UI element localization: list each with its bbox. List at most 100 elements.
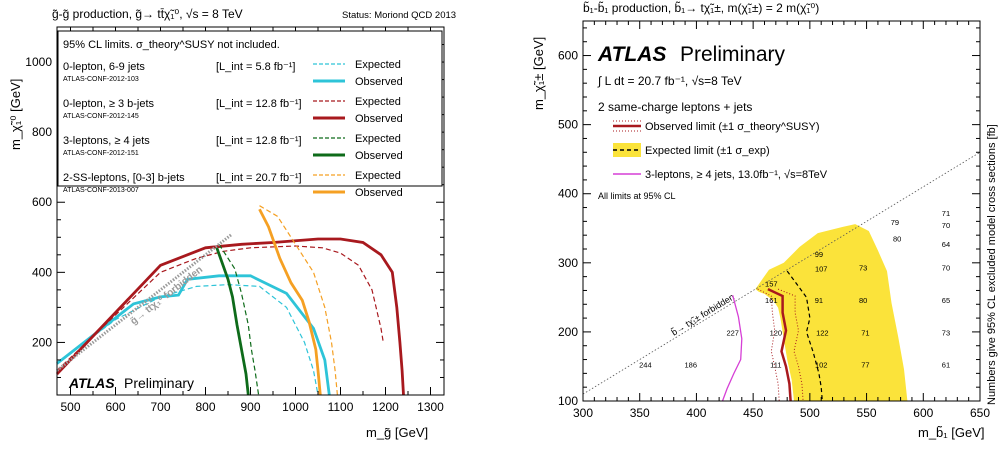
right-ytick-label: 500 [558, 118, 578, 132]
cross-section-value: 70 [942, 264, 950, 273]
right-expected-band [755, 224, 908, 401]
left-legend-observed-label: Observed [355, 150, 403, 162]
right-ytick-label: 200 [558, 325, 578, 339]
left-ytick-label: 1000 [25, 55, 52, 69]
cross-section-value: 244 [639, 360, 652, 369]
left-legend-expected-label: Expected [355, 170, 401, 182]
right-plot-title: b̃₁-b̃₁ production, b̃₁→ tχ̃₁±, m(χ̃₁±) … [583, 0, 819, 15]
left-legend-header: 95% CL limits. σ_theory^SUSY not include… [63, 39, 280, 51]
cross-section-value: 99 [815, 250, 823, 259]
left-curve-1 [56, 274, 331, 396]
right-plot-panel: b̃₁-b̃₁ production, b̃₁→ tχ̃₁±, m(χ̃₁±) … [531, 0, 998, 440]
right-diagonal-line [582, 151, 981, 395]
left-legend-row-lumi: [L_int = 12.8 fb⁻¹] [216, 98, 302, 110]
cross-section-value: 64 [942, 240, 950, 249]
cross-section-value: 122 [816, 329, 829, 338]
left-axis-ticks: 500 600 700 800 900 1000 1100 1200 1300 200 400 600… [25, 27, 444, 414]
left-legend-row-name: 3-leptons, ≥ 4 jets [63, 135, 150, 147]
left-legend-expected-label: Expected [355, 96, 401, 108]
left-forbidden-diagonal [56, 233, 233, 372]
right-lumi-label: ∫ L dt = 20.7 fb⁻¹, √s=8 TeV [597, 74, 742, 88]
left-legend-row-lumi: [L_int = 20.7 fb⁻¹] [216, 172, 302, 184]
cross-section-value: 65 [942, 296, 950, 305]
left-curve-2 [56, 245, 384, 371]
left-legend-observed-label: Observed [355, 187, 403, 199]
left-curve-6 [259, 205, 338, 396]
cross-section-value: 80 [893, 235, 901, 244]
cross-section-value: 77 [861, 360, 869, 369]
right-xtick-label: 400 [686, 406, 706, 420]
legend-observed-label: Observed limit (±1 σ_theory^SUSY) [645, 121, 820, 133]
right-expected-band-area [755, 224, 908, 401]
left-diagonal-line [56, 233, 233, 372]
left-curve-3 [55, 237, 405, 396]
right-xtick-label: 450 [743, 406, 763, 420]
left-curve-5 [215, 247, 250, 396]
right-xtick-label: 550 [857, 406, 877, 420]
right-curve-1 [757, 288, 780, 402]
cross-section-value: 71 [861, 329, 869, 338]
left-xtick-label: 900 [240, 400, 260, 414]
cross-section-value: 70 [942, 221, 950, 230]
legend-expected-label: Expected limit (±1 σ_exp) [645, 145, 770, 157]
cross-section-value: 73 [942, 329, 950, 338]
left-ytick-label: 800 [32, 125, 52, 139]
left-xtick-label: 1000 [282, 400, 309, 414]
right-ytick-label: 100 [558, 394, 578, 408]
left-xtick-label: 1300 [417, 400, 444, 414]
left-legend-row-lumi: [L_int = 12.8 fb⁻¹] [216, 135, 302, 147]
left-legend-row-lumi: [L_int = 5.8 fb⁻¹] [216, 61, 296, 73]
right-preliminary-label: Preliminary [680, 43, 786, 66]
right-side-label: Numbers give 95% CL excluded model cross… [986, 124, 998, 405]
left-xtick-label: 1100 [328, 400, 354, 414]
right-curve-0 [767, 287, 792, 402]
left-legend-box [57, 30, 443, 187]
left-preliminary-label: Preliminary [124, 375, 194, 391]
right-curve-3 [786, 270, 823, 402]
left-xtick-label: 500 [60, 400, 80, 414]
cross-section-value: 186 [684, 360, 697, 369]
left-curve-4 [218, 243, 260, 396]
left-legend-row-ref: ATLAS-CONF-2013-007 [63, 187, 139, 194]
left-legend-row-name: 0-lepton, ≥ 3 b-jets [63, 98, 155, 110]
cross-section-value: 91 [815, 296, 823, 305]
right-xtick-label: 300 [573, 406, 593, 420]
left-legend-row-ref: ATLAS-CONF-2012-103 [63, 76, 139, 83]
left-legend-row-name: 0-lepton, 6-9 jets [63, 61, 145, 73]
cross-section-value: 107 [815, 264, 828, 273]
left-legend-rows: 0-lepton, 6-9 jets ATLAS-CONF-2012-103 [L_… [63, 59, 403, 199]
right-curve-4 [721, 295, 743, 402]
left-xtick-label: 800 [195, 400, 215, 414]
right-curves-group [721, 270, 823, 402]
left-status-label: Status: Moriond QCD 2013 [342, 10, 456, 21]
right-cross-section-numbers: 71 70 79 80 64 99 107 73 70 157 161 91 80 65 227 120 122… [639, 209, 950, 369]
cross-section-value: 157 [765, 280, 778, 289]
cross-section-value: 61 [942, 360, 950, 369]
left-xtick-label: 1200 [372, 400, 399, 414]
left-legend-row-ref: ATLAS-CONF-2012-151 [63, 150, 139, 157]
right-xtick-label: 350 [630, 406, 650, 420]
cross-section-value: 79 [891, 218, 899, 227]
left-xtick-label: 600 [105, 400, 125, 414]
left-legend-row-ref: ATLAS-CONF-2012-145 [63, 113, 139, 120]
right-ytick-label: 600 [558, 49, 578, 63]
left-y-axis-label: m_χ̃₁⁰ [GeV] [8, 79, 23, 150]
left-diagonal-label: g̃→ tt̄χ̃₁⁰ forbidden [127, 263, 205, 328]
right-forbidden-diagonal [582, 151, 981, 395]
right-ytick-label: 400 [558, 187, 578, 201]
left-x-axis-label: m_g̃ [GeV] [366, 425, 428, 440]
left-ytick-label: 200 [32, 335, 52, 349]
right-axis-ticks: 300 350 400 450 500 550 600 650 100 200 300 400 500 6… [558, 21, 990, 420]
cross-section-value: 71 [942, 209, 950, 218]
right-plot-frame [582, 20, 981, 402]
cross-section-value: 73 [859, 264, 867, 273]
left-curve-7 [258, 208, 322, 396]
right-xtick-label: 650 [970, 406, 990, 420]
left-xtick-label: 700 [150, 400, 170, 414]
right-xtick-label: 600 [913, 406, 933, 420]
right-xtick-label: 500 [800, 406, 820, 420]
right-atlas-logo: ATLAS [597, 43, 666, 66]
left-legend-row-name: 2-SS-leptons, [0-3] b-jets [63, 172, 185, 184]
right-x-axis-label: m_b̃₁ [GeV] [918, 425, 985, 440]
